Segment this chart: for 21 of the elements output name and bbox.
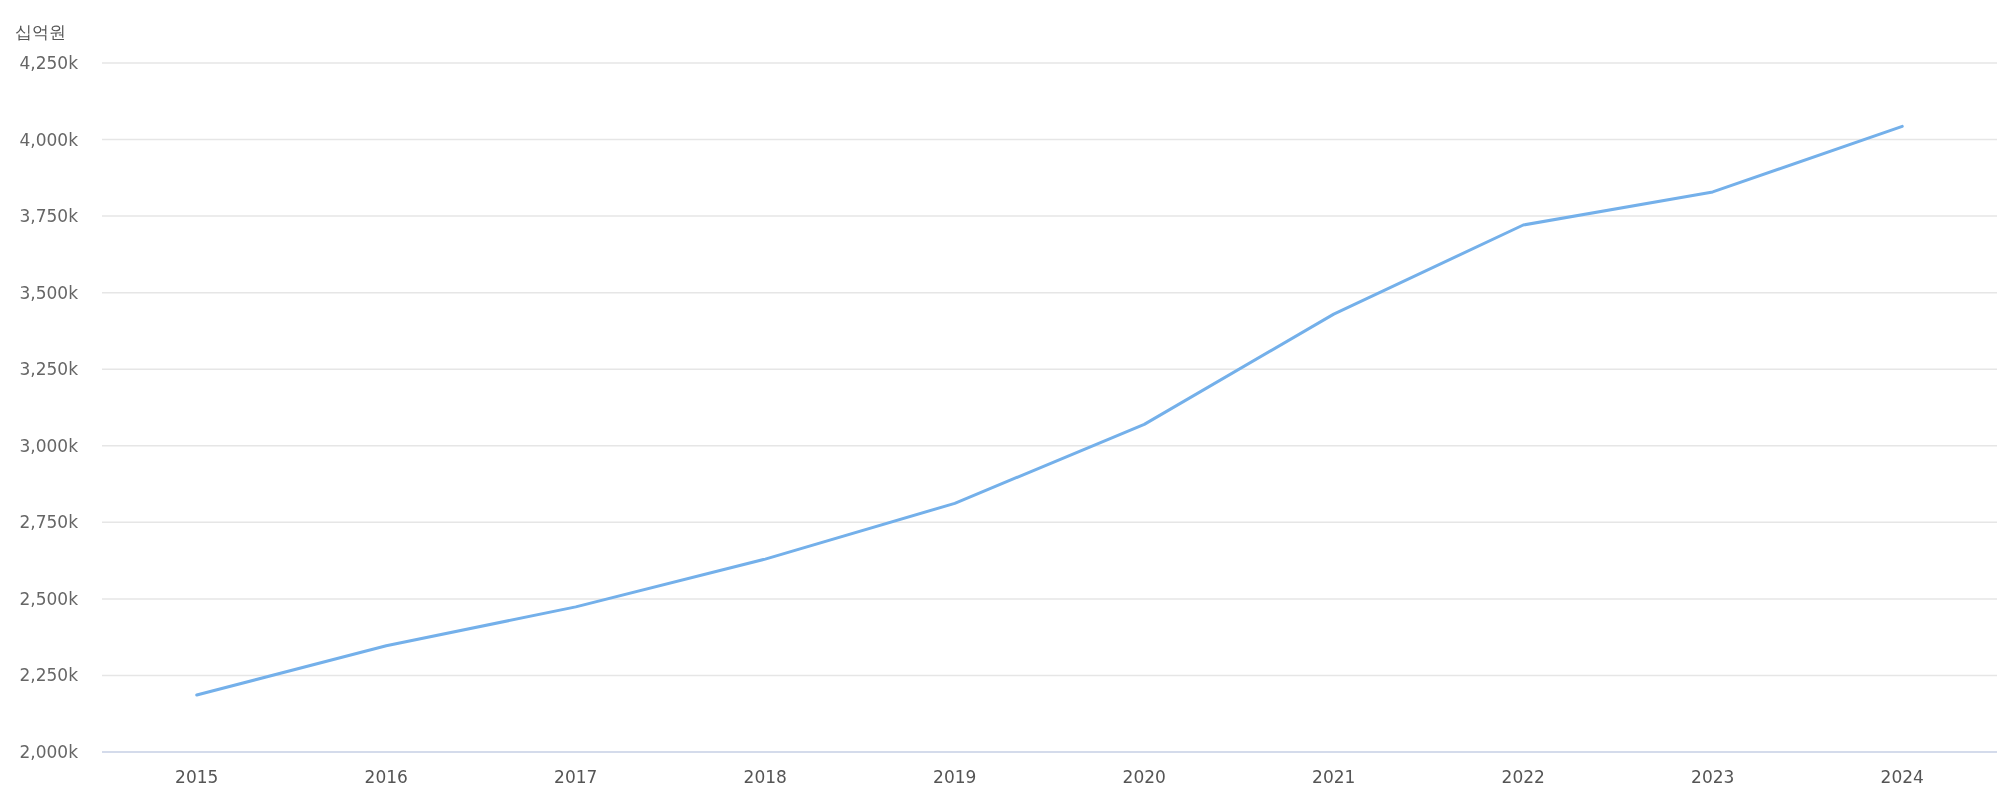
x-tick-label: 2024 xyxy=(1880,767,1924,787)
y-tick-label: 3,000k xyxy=(19,435,79,456)
y-tick-label: 2,250k xyxy=(19,665,79,686)
x-tick-label: 2023 xyxy=(1691,767,1735,787)
y-tick-label: 3,250k xyxy=(19,359,79,380)
x-tick-label: 2019 xyxy=(933,767,977,787)
y-tick-label: 4,250k xyxy=(19,53,79,73)
x-tick-label: 2018 xyxy=(743,767,787,787)
x-tick-label: 2016 xyxy=(364,767,408,787)
y-axis-title: 십억원 xyxy=(15,22,66,42)
y-tick-label: 4,000k xyxy=(19,129,79,150)
x-tick-label: 2021 xyxy=(1312,767,1356,787)
x-tick-label: 2017 xyxy=(554,767,598,787)
x-tick-label: 2015 xyxy=(175,767,219,787)
x-tick-label: 2020 xyxy=(1122,767,1166,787)
y-tick-label: 2,500k xyxy=(19,588,79,609)
y-tick-label: 2,750k xyxy=(19,512,79,533)
y-tick-label: 3,750k xyxy=(19,206,79,227)
x-tick-label: 2022 xyxy=(1501,767,1545,787)
y-tick-label: 2,000k xyxy=(19,742,79,762)
y-tick-label: 3,500k xyxy=(19,282,79,303)
